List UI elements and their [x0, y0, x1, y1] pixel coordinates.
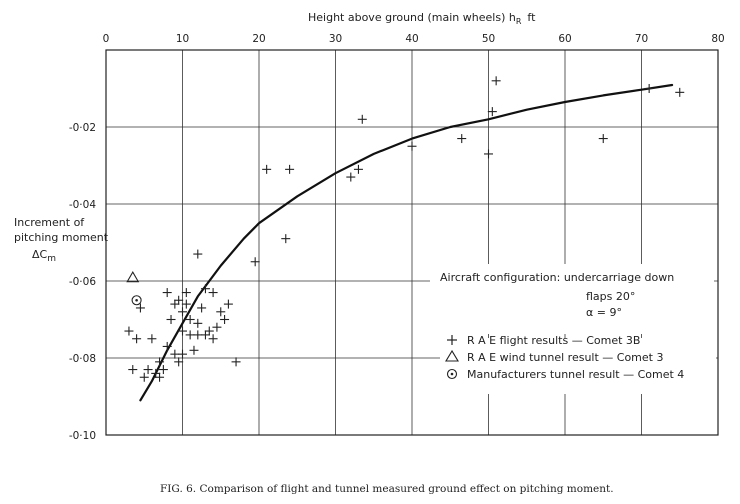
flight-point	[487, 107, 497, 117]
data-points	[124, 76, 685, 382]
flight-point	[220, 315, 230, 324]
flight-point	[185, 315, 195, 324]
flight-point	[174, 357, 184, 367]
y-tick-label: -0·04	[69, 199, 96, 211]
y-ticks: -0·02 -0·04 -0·06 -0·08 -0·10	[69, 122, 96, 442]
manufacturer-tunnel-point	[131, 295, 142, 306]
x-tick-label: 70	[635, 33, 648, 45]
flight-point	[155, 372, 165, 382]
flight-point	[200, 330, 210, 340]
flight-point	[675, 87, 685, 97]
flight-point	[644, 84, 654, 93]
flight-point	[155, 357, 165, 367]
flight-point	[174, 295, 184, 305]
flight-point	[147, 334, 157, 344]
flight-point	[357, 114, 367, 124]
flight-point	[223, 299, 233, 309]
flight-point	[193, 318, 203, 328]
flight-point	[204, 326, 214, 336]
flight-point	[208, 334, 218, 344]
flight-point	[281, 234, 291, 244]
flight-point	[170, 299, 180, 309]
flight-point	[132, 334, 142, 344]
flight-point	[135, 303, 145, 313]
flight-point	[353, 164, 363, 174]
x-tick-label: 50	[482, 33, 495, 45]
legend-label-flight: R A E flight results — Comet 3B	[467, 334, 640, 347]
config-box-bg	[430, 264, 714, 334]
flight-point	[139, 372, 149, 382]
x-tick-label: 60	[558, 33, 571, 45]
flight-point	[262, 164, 272, 174]
fit-curve-layer	[139, 83, 674, 402]
flight-point	[162, 341, 172, 351]
flight-point	[178, 349, 187, 359]
wind-tunnel-point	[126, 271, 140, 283]
x-ticks: 0 10 20 30 40 50 60 70 80	[103, 33, 725, 45]
x-tick-label: 10	[176, 33, 189, 45]
flight-point	[212, 322, 222, 332]
flight-point	[143, 365, 153, 375]
flight-point	[216, 307, 226, 317]
x-tick-label: 80	[711, 33, 724, 45]
legend-label-wind-tunnel: R A E wind tunnel result — Comet 3	[467, 351, 663, 364]
flight-point	[158, 365, 168, 375]
x-tick-label: 20	[252, 33, 265, 45]
flight-point	[407, 141, 417, 151]
y-tick-label: -0·02	[69, 122, 96, 134]
legend-label-manufacturers: Manufacturers tunnel result — Comet 4	[467, 368, 684, 381]
flight-point	[128, 365, 138, 375]
flight-point	[193, 330, 203, 340]
flight-point	[124, 326, 134, 336]
flight-point	[151, 368, 161, 378]
flight-point	[178, 326, 187, 336]
figure-caption: FIG. 6. Comparison of flight and tunnel …	[160, 483, 614, 495]
flight-point	[250, 257, 260, 267]
y-axis-label-line2: pitching moment	[14, 231, 109, 244]
y-axis-symbol: ΔCm	[32, 248, 56, 264]
flight-point	[598, 134, 608, 144]
config-line-1: Aircraft configuration: undercarriage do…	[440, 271, 674, 284]
flight-point	[484, 149, 493, 159]
x-tick-label: 0	[103, 33, 110, 45]
flight-point	[208, 288, 218, 298]
x-axis-label: Height above ground (main wheels) hR ft	[308, 11, 536, 26]
legend-circle-marker	[446, 368, 458, 380]
flight-point	[181, 288, 191, 298]
flight-point	[491, 76, 501, 86]
legend-bg	[440, 338, 716, 394]
flight-point	[181, 299, 191, 309]
flight-point	[197, 303, 207, 313]
flight-point	[346, 172, 356, 182]
fit-curve	[139, 83, 674, 402]
flight-point	[162, 288, 172, 298]
y-tick-label: -0·10	[69, 430, 96, 442]
flight-point	[178, 307, 187, 317]
flight-point	[193, 249, 203, 259]
x-tick-label: 40	[405, 33, 418, 45]
flight-point	[189, 345, 199, 355]
x-tick-label: 30	[329, 33, 342, 45]
flight-point	[166, 315, 176, 324]
y-tick-label: -0·06	[69, 276, 96, 288]
plot-frame	[105, 49, 719, 436]
legend-triangle-marker	[445, 349, 459, 362]
flight-point	[457, 134, 467, 144]
flight-point	[185, 330, 195, 340]
legend-plus-marker	[447, 335, 457, 345]
flight-point	[285, 164, 295, 174]
y-tick-label: -0·08	[69, 353, 96, 365]
flight-point	[200, 284, 210, 294]
config-line-3: α = 9°	[586, 306, 622, 319]
flight-point	[170, 349, 180, 359]
flight-point	[231, 357, 241, 367]
config-line-2: flaps 20°	[586, 290, 635, 303]
y-axis-label-line1: Increment of	[14, 216, 85, 229]
